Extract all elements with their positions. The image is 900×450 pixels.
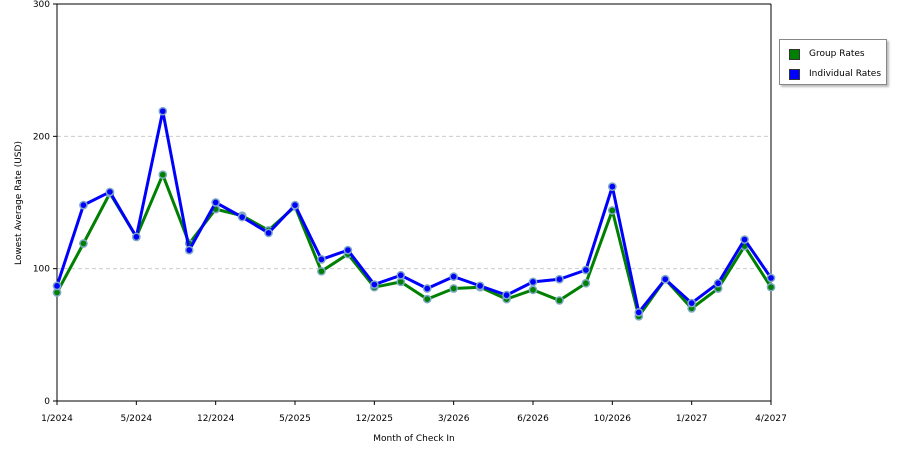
series-group-rates xyxy=(52,170,776,321)
data-point xyxy=(687,298,697,308)
y-tick-label: 0 xyxy=(44,397,50,407)
data-point xyxy=(766,273,776,283)
data-point xyxy=(581,265,591,275)
x-tick-label: 4/2027 xyxy=(755,414,787,424)
series-line xyxy=(55,109,773,314)
data-point xyxy=(555,274,564,284)
data-point xyxy=(290,200,300,210)
gridlines xyxy=(57,135,771,270)
data-point xyxy=(79,200,88,210)
series-line xyxy=(55,173,773,318)
data-point xyxy=(158,170,168,180)
legend-label-individual: Individual Rates xyxy=(809,69,882,79)
x-tick-label: 1/2027 xyxy=(676,414,708,424)
legend: Group Rates Individual Rates xyxy=(779,39,887,85)
data-point xyxy=(449,284,459,293)
x-tick-label: 3/2026 xyxy=(438,414,470,424)
axes xyxy=(56,3,772,402)
series-individual-rates xyxy=(52,106,776,317)
legend-swatch-group xyxy=(789,48,800,60)
legend-swatch-individual xyxy=(789,68,800,80)
legend-label-group: Group Rates xyxy=(809,49,865,59)
data-point xyxy=(184,245,194,255)
data-point xyxy=(449,272,459,281)
data-point xyxy=(422,294,432,304)
x-tick-label: 5/2025 xyxy=(279,414,311,424)
x-tick-label: 6/2026 xyxy=(517,414,549,424)
data-point xyxy=(52,281,62,291)
data-point xyxy=(317,266,326,276)
data-point xyxy=(79,239,88,248)
data-point xyxy=(607,182,617,191)
y-axis-title: Lowest Average Rate (USD) xyxy=(14,141,24,265)
data-point xyxy=(475,281,485,291)
data-point xyxy=(105,187,115,197)
data-point xyxy=(211,198,221,207)
x-tick-label: 12/2024 xyxy=(197,414,235,424)
axis-ticks: 0 100 200 300 1/2024 5/2024 12/2024 5/2025 12/20… xyxy=(33,0,787,424)
data-point xyxy=(131,232,141,242)
series xyxy=(52,106,776,321)
x-tick-label: 5/2024 xyxy=(120,414,152,424)
legend-item-group-rates: Group Rates xyxy=(789,47,865,61)
data-point xyxy=(396,270,406,280)
data-point xyxy=(634,307,644,317)
data-point xyxy=(264,228,273,238)
data-point xyxy=(237,212,247,222)
data-point xyxy=(713,278,723,288)
x-tick-label: 12/2025 xyxy=(356,414,393,424)
x-tick-label: 1/2024 xyxy=(41,414,73,424)
data-point xyxy=(158,106,168,116)
legend-item-individual-rates: Individual Rates xyxy=(789,67,881,81)
data-point xyxy=(528,285,538,295)
data-point xyxy=(660,274,670,284)
data-point xyxy=(766,282,776,292)
y-tick-label: 300 xyxy=(33,0,50,10)
y-tick-label: 100 xyxy=(33,265,50,275)
data-point xyxy=(581,278,591,288)
data-point xyxy=(555,296,564,305)
data-point xyxy=(740,235,749,244)
x-tick-label: 10/2026 xyxy=(594,414,632,424)
data-point xyxy=(422,284,432,293)
y-tick-label: 200 xyxy=(33,132,50,142)
data-point xyxy=(607,206,617,215)
data-point xyxy=(343,245,353,255)
data-point xyxy=(369,280,379,289)
x-axis-title: Month of Check In xyxy=(373,434,455,444)
data-point xyxy=(502,290,511,300)
data-point xyxy=(528,277,538,287)
data-point xyxy=(317,255,326,264)
